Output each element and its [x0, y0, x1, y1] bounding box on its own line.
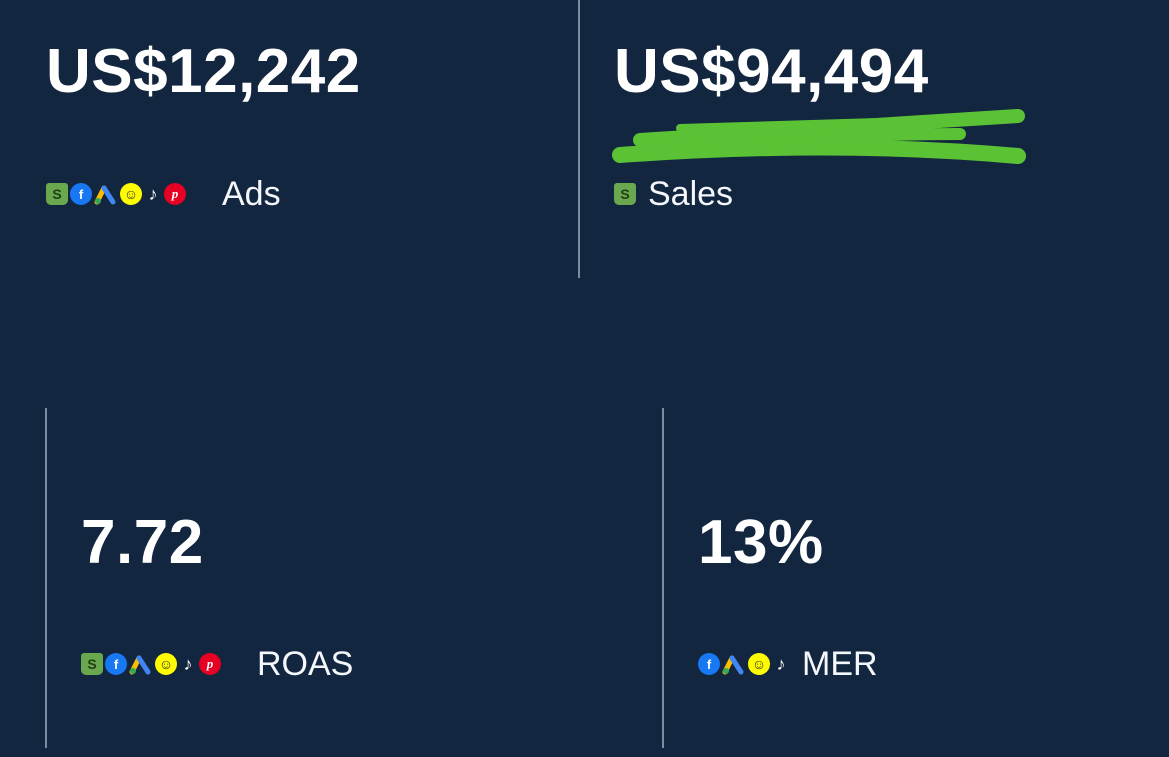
divider-bottom-left — [45, 408, 47, 748]
microsoft-icon — [223, 653, 245, 675]
roas-card[interactable]: 7.72 S f ☺ ♪ p ROAS — [47, 408, 662, 748]
roas-label: ROAS — [257, 645, 354, 683]
ads-platform-icons: S f ☺ ♪ p — [46, 183, 212, 205]
mer-label: MER — [802, 645, 878, 683]
sales-card[interactable]: US$94,494 S Sales — [580, 0, 1169, 280]
sales-label: Sales — [648, 175, 734, 213]
mer-platform-icons: f ☺ ♪ — [698, 653, 792, 675]
microsoft-icon — [188, 183, 210, 205]
roas-value: 7.72 — [81, 508, 204, 577]
snapchat-icon: ☺ — [120, 183, 142, 205]
sales-value: US$94,494 — [614, 37, 929, 106]
ads-card[interactable]: US$12,242 S f ☺ ♪ p Ads — [0, 0, 578, 280]
roas-label-row: S f ☺ ♪ p ROAS — [81, 646, 353, 682]
snapchat-icon: ☺ — [155, 653, 177, 675]
google-ads-icon — [94, 183, 118, 205]
sales-label-row: S Sales — [614, 176, 733, 212]
tiktok-icon: ♪ — [183, 653, 193, 674]
facebook-icon: f — [105, 653, 127, 675]
shopify-icon: S — [614, 183, 636, 205]
tiktok-icon: ♪ — [148, 183, 158, 204]
snapchat-icon: ☺ — [748, 653, 770, 675]
roas-platform-icons: S f ☺ ♪ p — [81, 653, 247, 675]
pinterest-icon: p — [199, 653, 221, 675]
green-scribble-annotation — [612, 109, 1026, 164]
ads-value: US$12,242 — [46, 37, 361, 106]
pinterest-icon: p — [164, 183, 186, 205]
ads-label-row: S f ☺ ♪ p Ads — [46, 176, 281, 212]
mer-label-row: f ☺ ♪ MER — [698, 646, 878, 682]
sales-platform-icons: S — [614, 183, 638, 205]
shopify-icon: S — [81, 653, 103, 675]
facebook-icon: f — [70, 183, 92, 205]
mer-card[interactable]: 13% f ☺ ♪ MER — [664, 408, 1169, 748]
google-ads-icon — [129, 653, 153, 675]
divider-bottom-middle — [662, 408, 664, 748]
divider-top-middle — [578, 0, 580, 278]
shopify-icon: S — [46, 183, 68, 205]
facebook-icon: f — [698, 653, 720, 675]
mer-value: 13% — [698, 508, 824, 577]
google-ads-icon — [722, 653, 746, 675]
ads-label: Ads — [222, 175, 281, 213]
tiktok-icon: ♪ — [776, 653, 786, 674]
